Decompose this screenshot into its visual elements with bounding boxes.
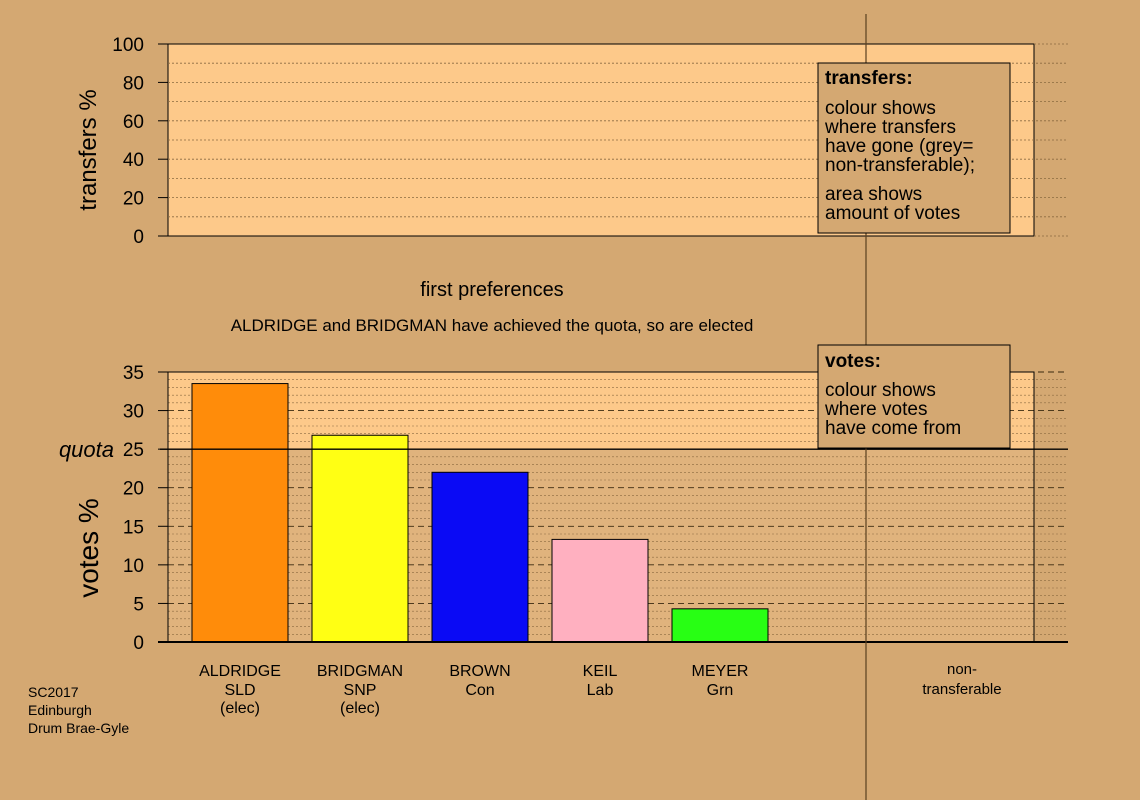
votes-tick-label: 25 — [123, 440, 144, 461]
votes-legend: votes: colour shows where votes have com… — [817, 344, 1011, 449]
transfers-legend: transfers: colour shows where transfers … — [817, 62, 1011, 234]
candidate-status-label: (elec) — [220, 700, 260, 717]
candidate-name-label: MEYER — [692, 663, 749, 680]
votes-tick-label: 5 — [133, 594, 144, 615]
vote-bar — [191, 383, 289, 643]
quota-label: quota — [59, 437, 114, 462]
transfers-y-axis-label: transfers % — [75, 89, 102, 210]
candidate-party-label: SLD — [224, 682, 255, 699]
candidate-party-label: Con — [465, 682, 494, 699]
votes-tick-label: 15 — [123, 517, 144, 538]
votes-legend-line: colour shows — [825, 380, 936, 401]
votes-tick-label: 10 — [123, 556, 144, 577]
votes-tick-label: 30 — [123, 402, 144, 423]
transfers-legend-line: have gone (grey= — [825, 136, 973, 157]
candidate-name-label: BRIDGMAN — [317, 663, 403, 680]
votes-category-labels: ALDRIDGESLD(elec)BRIDGMANSNP(elec)BROWNC… — [199, 663, 748, 717]
candidate-party-label: Lab — [587, 682, 614, 699]
votes-tick-label: 35 — [123, 363, 144, 384]
votes-legend-line: have come from — [825, 418, 961, 439]
transfers-legend-line: where transfers — [824, 117, 956, 138]
vote-bar — [551, 538, 649, 643]
candidate-name-label: KEIL — [583, 663, 618, 680]
transfers-tick-label: 0 — [133, 227, 144, 248]
non-transferable-label-line2: transferable — [922, 681, 1001, 698]
votes-legend-heading: votes: — [825, 351, 881, 372]
transfers-tick-label: 80 — [123, 73, 144, 94]
votes-tick-label: 0 — [133, 633, 144, 654]
transfers-legend-heading: transfers: — [825, 68, 913, 89]
chart-subtitle: ALDRIDGE and BRIDGMAN have achieved the … — [231, 316, 754, 335]
vote-bar — [311, 434, 409, 643]
transfers-legend-line: amount of votes — [825, 203, 960, 224]
transfers-tick-label: 100 — [112, 35, 144, 56]
transfers-y-ticks: 0 20 40 60 80 100 — [112, 35, 168, 248]
candidate-name-label: BROWN — [449, 663, 510, 680]
transfers-tick-label: 40 — [123, 150, 144, 171]
transfers-legend-line: non-transferable); — [825, 155, 975, 176]
candidate-status-label: (elec) — [340, 700, 380, 717]
votes-tick-label: 20 — [123, 479, 144, 500]
non-transferable-label-line1: non- — [947, 661, 977, 678]
vote-bar — [431, 471, 529, 643]
transfers-tick-label: 20 — [123, 189, 144, 210]
candidate-party-label: Grn — [707, 682, 734, 699]
footer-line: Edinburgh — [28, 702, 92, 718]
footer-line: Drum Brae-Gyle — [28, 720, 129, 736]
footer-info: SC2017 Edinburgh Drum Brae-Gyle — [28, 684, 129, 736]
transfers-legend-line: colour shows — [825, 98, 936, 119]
votes-y-ticks: 0 5 10 15 20 25 30 35 — [123, 363, 168, 654]
candidate-name-label: ALDRIDGE — [199, 663, 281, 680]
footer-line: SC2017 — [28, 684, 79, 700]
votes-y-axis-label: votes % — [73, 498, 104, 598]
votes-legend-line: where votes — [824, 399, 927, 420]
transfers-tick-label: 60 — [123, 112, 144, 133]
candidate-party-label: SNP — [344, 682, 377, 699]
vote-bar — [671, 608, 769, 643]
transfers-legend-line: area shows — [825, 184, 922, 205]
votes-bars — [191, 383, 769, 643]
chart-title: first preferences — [420, 279, 563, 301]
